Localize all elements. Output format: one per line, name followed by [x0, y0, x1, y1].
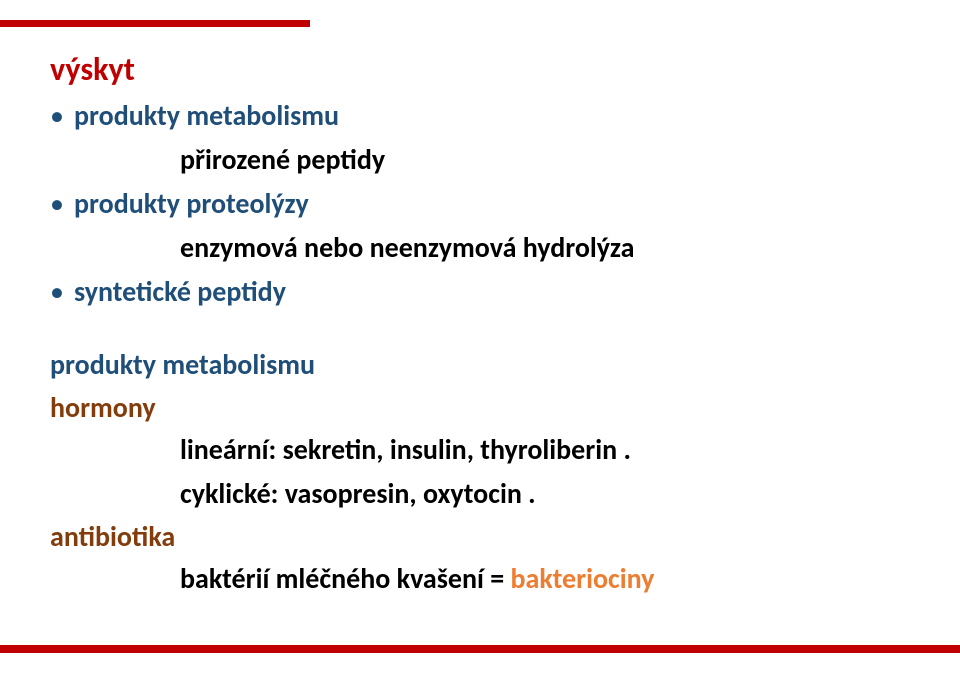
slide-title: výskyt [50, 50, 910, 89]
hormony-cyclic: cyklické: vasopresin, oxytocin . [180, 475, 910, 513]
bullet-text-3: syntetické peptidy [74, 273, 286, 311]
bullet-dot-icon: • [50, 185, 64, 223]
antibiotika-text2: bakteriociny [511, 561, 655, 596]
hormony-label: hormony [50, 390, 910, 425]
hormony-linear: lineární: sekretin, insulin, thyroliberi… [180, 431, 910, 469]
top-accent-bar [0, 20, 310, 27]
antibiotika-text1: baktérií mléčného kvašení = [180, 561, 511, 596]
cyclic-text: vasopresin, oxytocin . [285, 476, 536, 511]
bullet-dot-icon: • [50, 97, 64, 135]
bullet-item-1: • produkty metabolismu [50, 97, 910, 135]
antibiotika-label: antibiotika [50, 519, 910, 554]
section-heading-part2: metabolismu [162, 347, 315, 382]
bullet-sub-2: enzymová nebo neenzymová hydrolýza [180, 229, 910, 267]
linear-prefix: lineární: [180, 432, 283, 467]
bottom-accent-bar [0, 645, 960, 653]
bullet-text-2: produkty proteolýzy [74, 185, 309, 223]
slide-container: výskyt • produkty metabolismu přirozené … [0, 0, 960, 682]
antibiotika-line: baktérií mléčného kvašení = bakteriociny [180, 560, 910, 598]
cyclic-prefix: cyklické: [180, 476, 285, 511]
section-heading-part1: produkty [50, 347, 162, 382]
bullet-sub-1: přirozené peptidy [180, 141, 910, 179]
linear-text: sekretin, insulin, thyroliberin . [283, 432, 631, 467]
bullet-item-3: • syntetické peptidy [50, 273, 910, 311]
bullet-dot-icon: • [50, 273, 64, 311]
bullet-text-1: produkty metabolismu [74, 97, 339, 135]
section-heading: produkty metabolismu [50, 347, 910, 382]
slide-content: výskyt • produkty metabolismu přirozené … [50, 50, 910, 598]
bullet-item-2: • produkty proteolýzy [50, 185, 910, 223]
